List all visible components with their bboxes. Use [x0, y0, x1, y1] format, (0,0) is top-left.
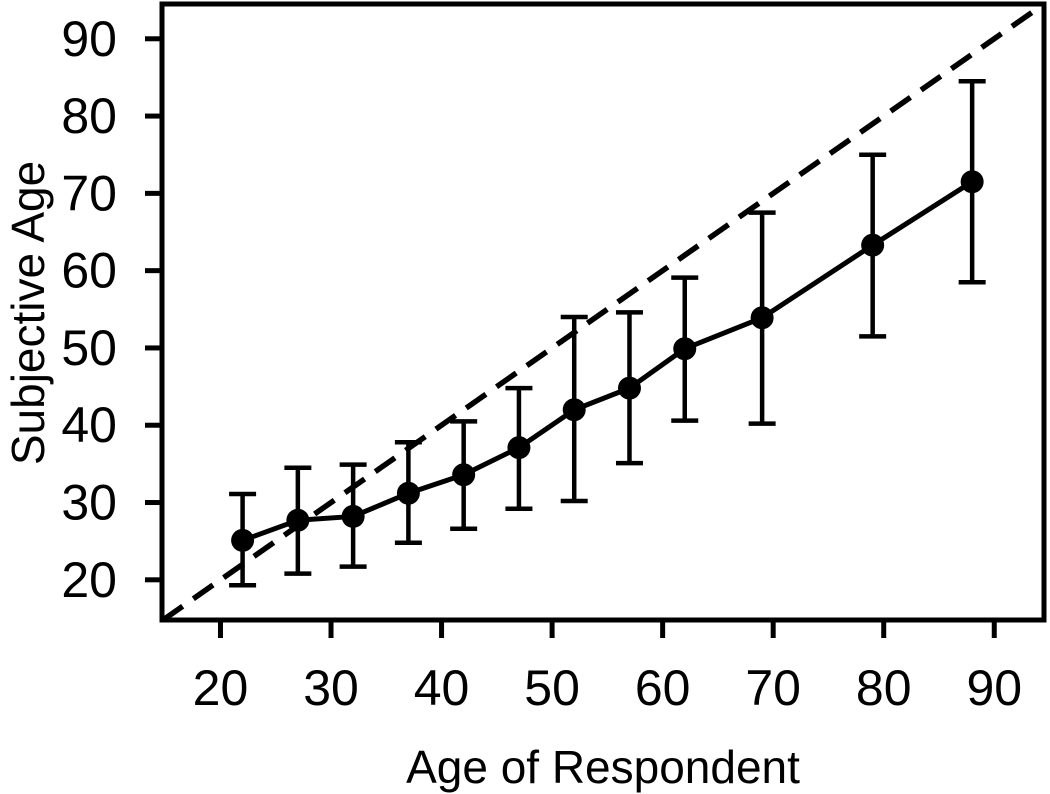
x-tick-label: 90	[966, 660, 1022, 716]
data-point	[231, 528, 255, 552]
data-point	[507, 436, 531, 460]
y-tick-label: 80	[61, 88, 117, 144]
y-tick-label: 50	[61, 320, 117, 376]
y-tick-label: 20	[61, 552, 117, 608]
x-tick-label: 80	[856, 660, 912, 716]
x-tick-label: 70	[745, 660, 801, 716]
y-tick-label: 70	[61, 165, 117, 221]
data-point	[452, 463, 476, 487]
data-point	[396, 481, 420, 505]
y-tick-label: 90	[61, 11, 117, 67]
data-point	[673, 337, 697, 361]
y-tick-label: 30	[61, 475, 117, 531]
data-point	[861, 233, 885, 257]
y-tick-label: 40	[61, 397, 117, 453]
plot-border	[159, 1, 1047, 623]
data-point	[750, 306, 774, 330]
data-point	[286, 508, 310, 532]
x-tick-label: 20	[193, 660, 249, 716]
x-tick-label: 30	[303, 660, 359, 716]
x-tick-label: 40	[414, 660, 470, 716]
x-axis-label: Age of Respondent	[406, 741, 800, 793]
y-tick-label: 60	[61, 243, 117, 299]
x-tick-label: 60	[635, 660, 691, 716]
data-point	[960, 170, 984, 194]
y-axis-label: Subjective Age	[2, 161, 54, 465]
data-point	[341, 504, 365, 528]
data-point	[617, 376, 641, 400]
x-tick-label: 50	[524, 660, 580, 716]
plot-area: 20 30 40 50 60 70 80 90 20 30 40 50 60 70 80 90	[61, 1, 1047, 716]
identity-line	[161, 1, 1046, 623]
data-point	[562, 398, 586, 422]
